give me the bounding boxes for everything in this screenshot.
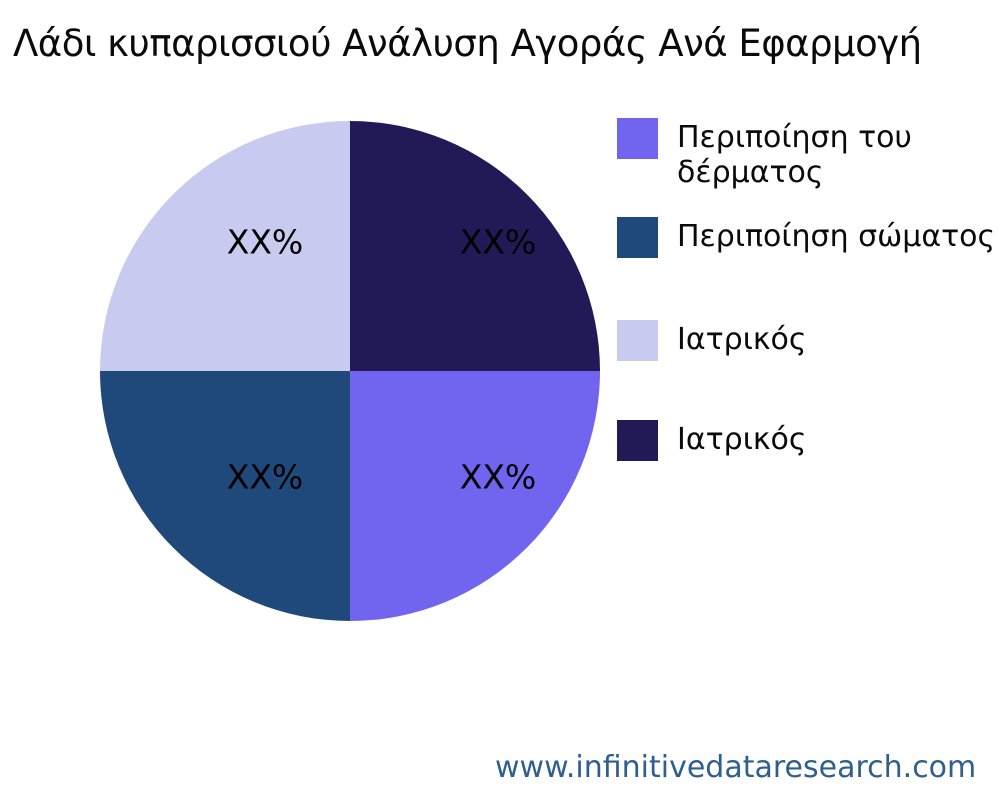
legend-swatch-icon <box>617 420 658 461</box>
website-link: www.infinitivedataresearch.com <box>495 750 977 785</box>
legend-item-skin-care: Περιποίηση του δέρματος <box>617 118 927 191</box>
pie-percent-label: XX% <box>459 457 537 497</box>
legend-item-medical-dark: Ιατρικός <box>617 420 807 461</box>
legend-swatch-icon <box>617 217 658 258</box>
legend-item-body-care: Περιποίηση σώματος <box>617 217 995 258</box>
legend-swatch-icon <box>617 320 658 361</box>
legend: Περιποίηση του δέρματος Περιποίηση σώματ… <box>617 0 1000 800</box>
legend-item-medical-light: Ιατρικός <box>617 320 807 361</box>
pie-chart: XX% XX% XX% XX% <box>100 121 600 621</box>
pie-percent-label: XX% <box>226 222 304 262</box>
chart-title: Λάδι κυπαρισσιού Ανάλυση Αγοράς Ανά Εφαρ… <box>13 22 922 65</box>
legend-label: Ιατρικός <box>677 322 807 358</box>
legend-label: Περιποίηση σώματος <box>677 219 996 255</box>
legend-label: Ιατρικός <box>677 422 807 458</box>
pie-percent-label: XX% <box>459 222 537 262</box>
pie-percent-label: XX% <box>226 457 304 497</box>
legend-label: Περιποίηση του δέρματος <box>677 120 912 190</box>
legend-swatch-icon <box>617 118 658 159</box>
